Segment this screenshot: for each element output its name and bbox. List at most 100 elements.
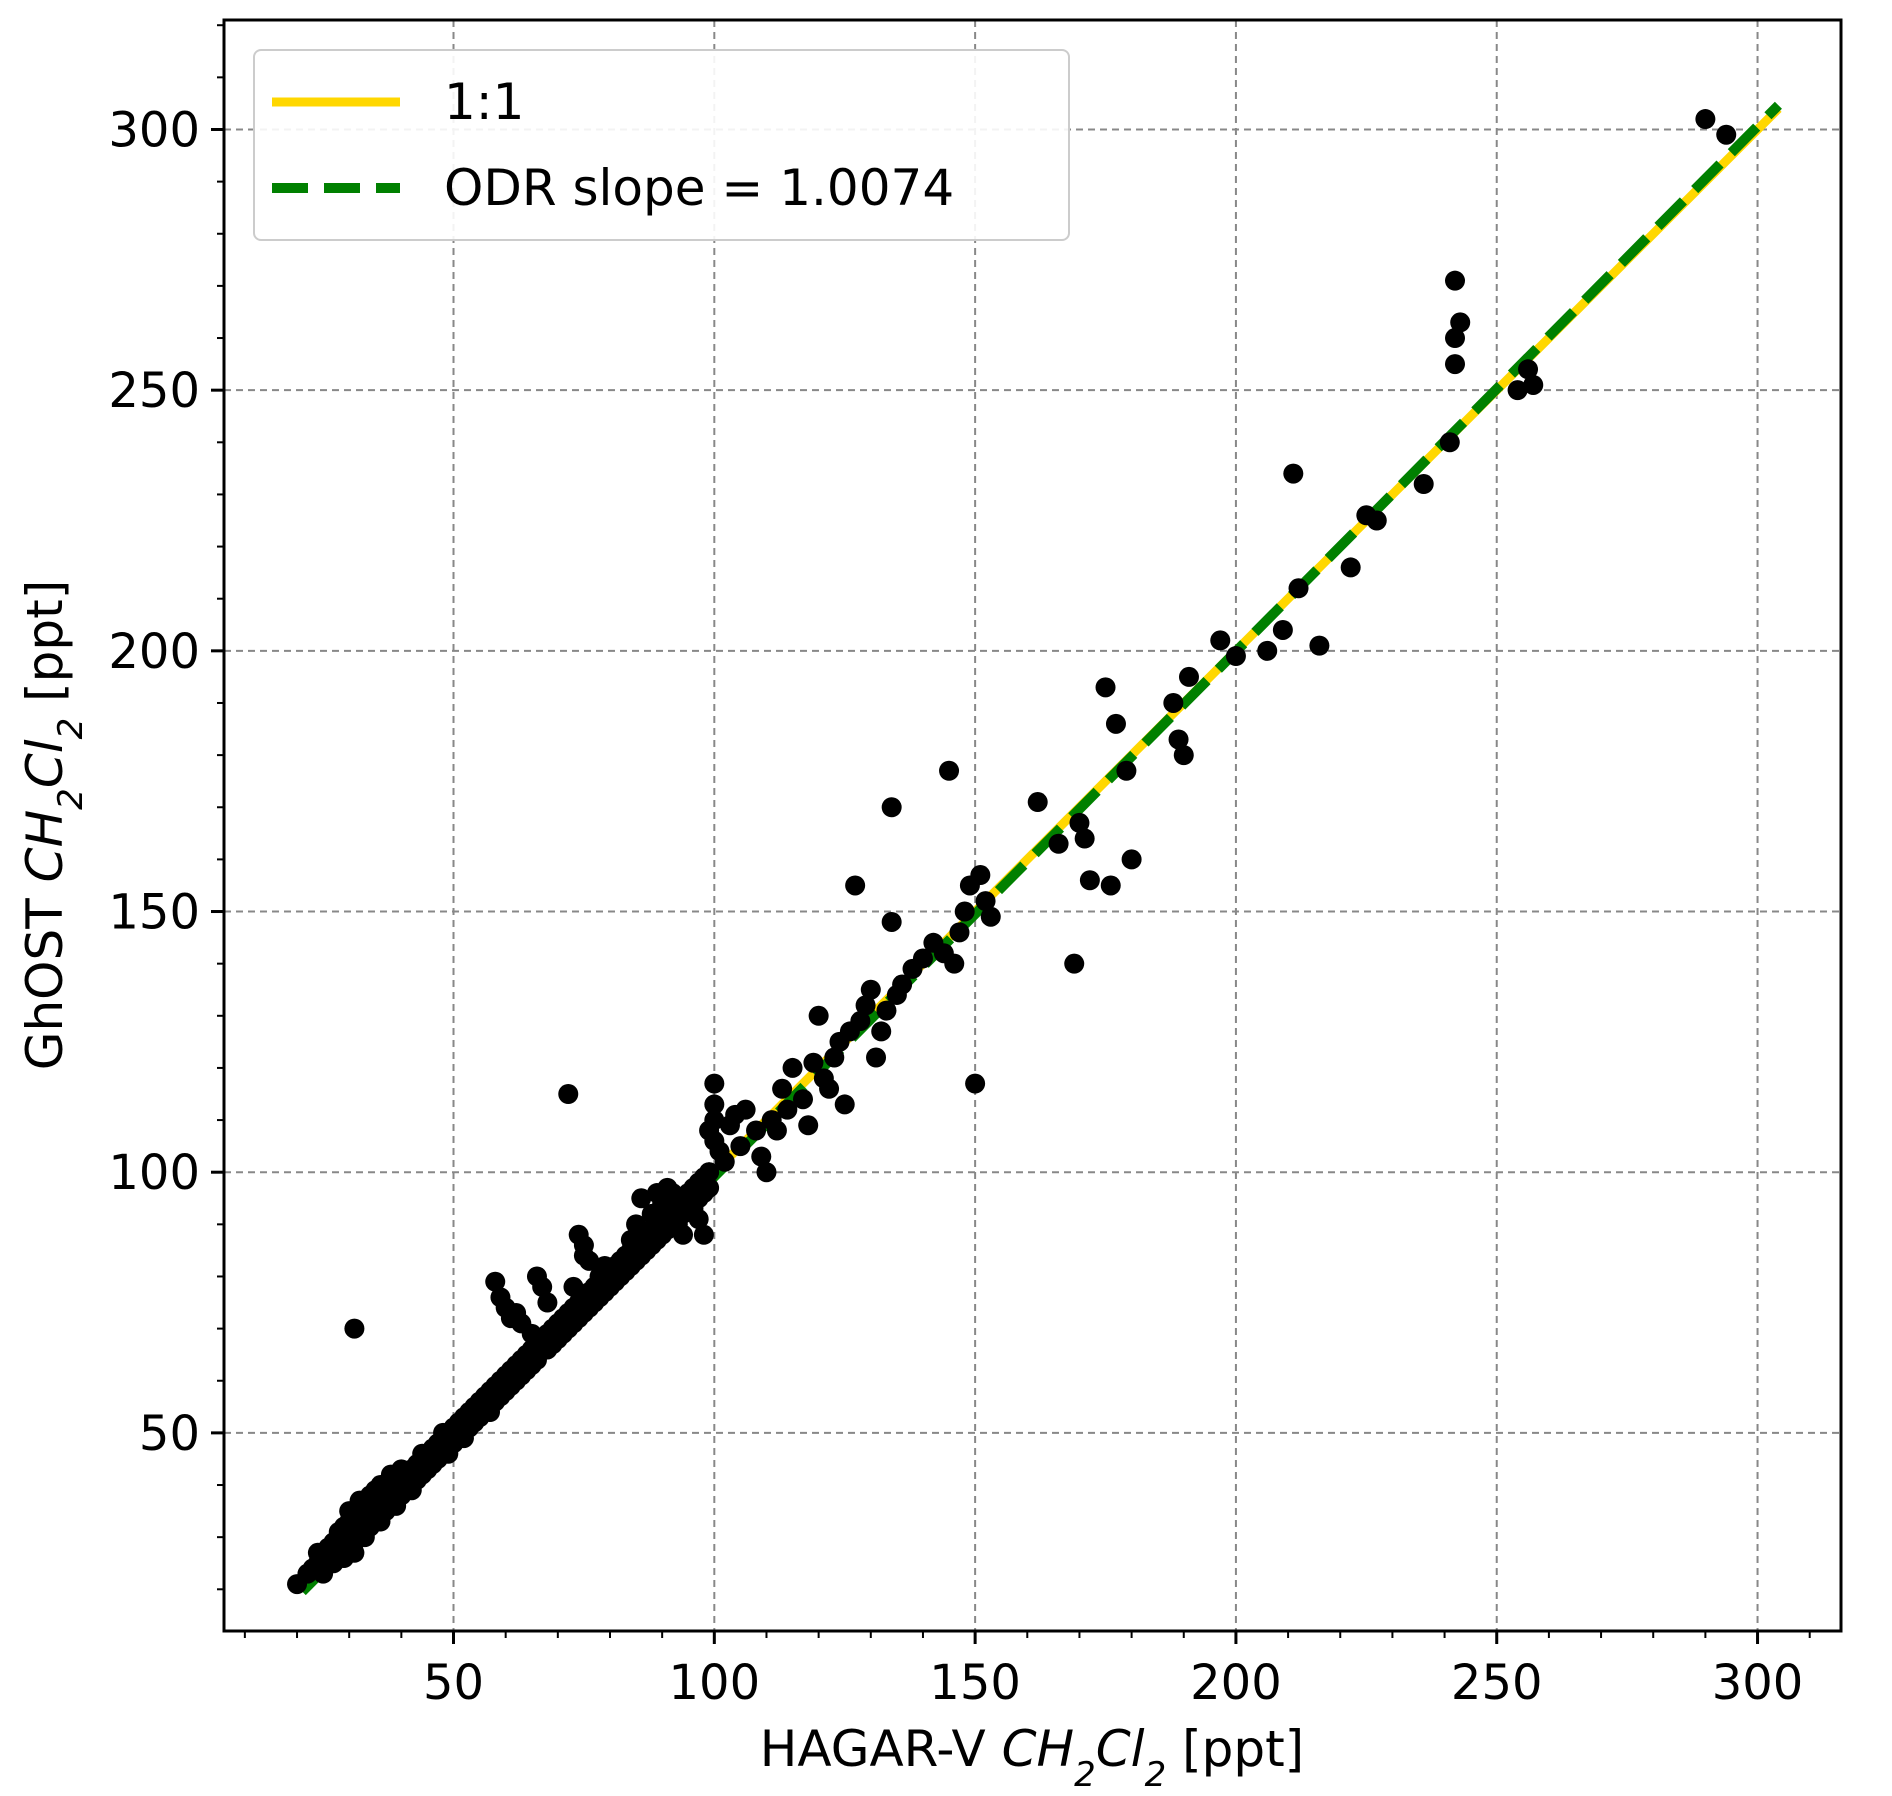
data-point bbox=[558, 1084, 579, 1104]
data-point bbox=[803, 1052, 824, 1073]
data-point bbox=[1225, 646, 1246, 667]
data-point bbox=[730, 1136, 751, 1157]
data-point bbox=[1178, 666, 1199, 687]
data-point bbox=[970, 865, 991, 886]
y-tick-label: 50 bbox=[139, 1406, 200, 1462]
data-point bbox=[323, 1532, 344, 1553]
data-point bbox=[766, 1120, 787, 1141]
x-tick-label: 50 bbox=[423, 1655, 484, 1711]
data-point bbox=[433, 1433, 454, 1454]
data-point bbox=[949, 922, 970, 943]
legend-label-one-to-one: 1:1 bbox=[444, 73, 524, 131]
data-point bbox=[735, 1099, 756, 1120]
data-point bbox=[954, 901, 975, 922]
data-point bbox=[1100, 875, 1121, 896]
data-point bbox=[339, 1537, 360, 1558]
data-point bbox=[808, 1005, 829, 1026]
data-point bbox=[693, 1224, 714, 1245]
data-point bbox=[782, 1057, 803, 1078]
data-point bbox=[1340, 557, 1361, 578]
data-point bbox=[480, 1386, 501, 1407]
data-point bbox=[756, 1162, 777, 1183]
data-point bbox=[532, 1276, 553, 1297]
data-point bbox=[1288, 578, 1309, 599]
legend-label-odr: ODR slope = 1.0074 bbox=[444, 159, 954, 217]
data-point bbox=[688, 1209, 709, 1230]
x-tick-label: 300 bbox=[1712, 1655, 1804, 1711]
data-point bbox=[485, 1271, 506, 1292]
data-point bbox=[1095, 677, 1116, 698]
data-point bbox=[845, 875, 866, 896]
data-point bbox=[464, 1402, 485, 1423]
y-tick-label: 300 bbox=[108, 102, 200, 158]
data-point bbox=[704, 1110, 725, 1131]
data-point bbox=[1445, 270, 1466, 291]
data-point bbox=[495, 1370, 516, 1391]
plot-frame bbox=[222, 18, 1843, 1633]
data-point bbox=[563, 1276, 584, 1297]
data-point bbox=[876, 1000, 897, 1021]
data-point bbox=[860, 979, 881, 1000]
x-tick-label: 200 bbox=[1190, 1655, 1282, 1711]
data-point bbox=[871, 1021, 892, 1042]
axis-ticks: 50 100 150 200 250 300 50 100 150 200 250 300 bbox=[108, 24, 1811, 1711]
data-point bbox=[912, 948, 933, 969]
data-point bbox=[526, 1344, 547, 1365]
data-point bbox=[855, 995, 876, 1016]
data-point bbox=[631, 1188, 652, 1209]
data-point bbox=[542, 1323, 563, 1344]
data-point bbox=[939, 760, 960, 781]
data-point bbox=[1074, 828, 1095, 849]
data-point bbox=[521, 1323, 542, 1344]
y-axis-label-prefix: GhOST bbox=[16, 882, 74, 1070]
data-point bbox=[704, 1073, 725, 1094]
data-points bbox=[287, 109, 1737, 1595]
data-point bbox=[620, 1229, 641, 1250]
legend: 1:1 ODR slope = 1.0074 bbox=[253, 49, 1070, 241]
data-point bbox=[511, 1355, 532, 1376]
data-point bbox=[1027, 792, 1048, 813]
odr-fit-line bbox=[298, 101, 1782, 1596]
data-point bbox=[594, 1256, 615, 1277]
data-point bbox=[307, 1558, 328, 1579]
data-point bbox=[850, 1011, 871, 1032]
y-tick-label: 100 bbox=[108, 1145, 200, 1201]
data-point bbox=[1069, 812, 1090, 833]
x-tick-label: 250 bbox=[1451, 1655, 1543, 1711]
y-axis-label-suffix: [ppt] bbox=[16, 580, 74, 718]
data-point bbox=[881, 911, 902, 932]
data-point bbox=[1105, 713, 1126, 734]
x-axis-label-prefix: HAGAR-V bbox=[760, 1720, 1002, 1778]
data-point bbox=[819, 1078, 840, 1099]
data-point bbox=[662, 1183, 683, 1204]
y-axis-label: GhOST CH2Cl2 [ppt] bbox=[16, 580, 91, 1071]
grid-lines bbox=[224, 20, 1841, 1631]
y-tick-label: 150 bbox=[108, 885, 200, 941]
data-point bbox=[1173, 745, 1194, 766]
data-point bbox=[965, 1073, 986, 1094]
data-point bbox=[417, 1448, 438, 1469]
data-point bbox=[1210, 630, 1231, 651]
data-point bbox=[620, 1245, 641, 1266]
data-point bbox=[1695, 109, 1716, 130]
data-point bbox=[1507, 380, 1528, 401]
data-point bbox=[386, 1469, 407, 1490]
data-point bbox=[975, 891, 996, 912]
x-axis-label-suffix: [ppt] bbox=[1166, 1720, 1304, 1778]
data-point bbox=[1168, 729, 1189, 750]
data-point bbox=[704, 1094, 725, 1115]
y-tick-label: 250 bbox=[108, 363, 200, 419]
data-point bbox=[1309, 635, 1330, 656]
data-point bbox=[751, 1146, 772, 1167]
data-point bbox=[1283, 463, 1304, 484]
data-point bbox=[714, 1151, 735, 1172]
data-point bbox=[1439, 432, 1460, 453]
y-tick-label: 200 bbox=[108, 624, 200, 680]
data-point bbox=[944, 953, 965, 974]
data-point bbox=[579, 1250, 600, 1271]
data-point bbox=[792, 1089, 813, 1110]
data-point bbox=[1413, 474, 1434, 495]
data-point bbox=[824, 1047, 845, 1068]
